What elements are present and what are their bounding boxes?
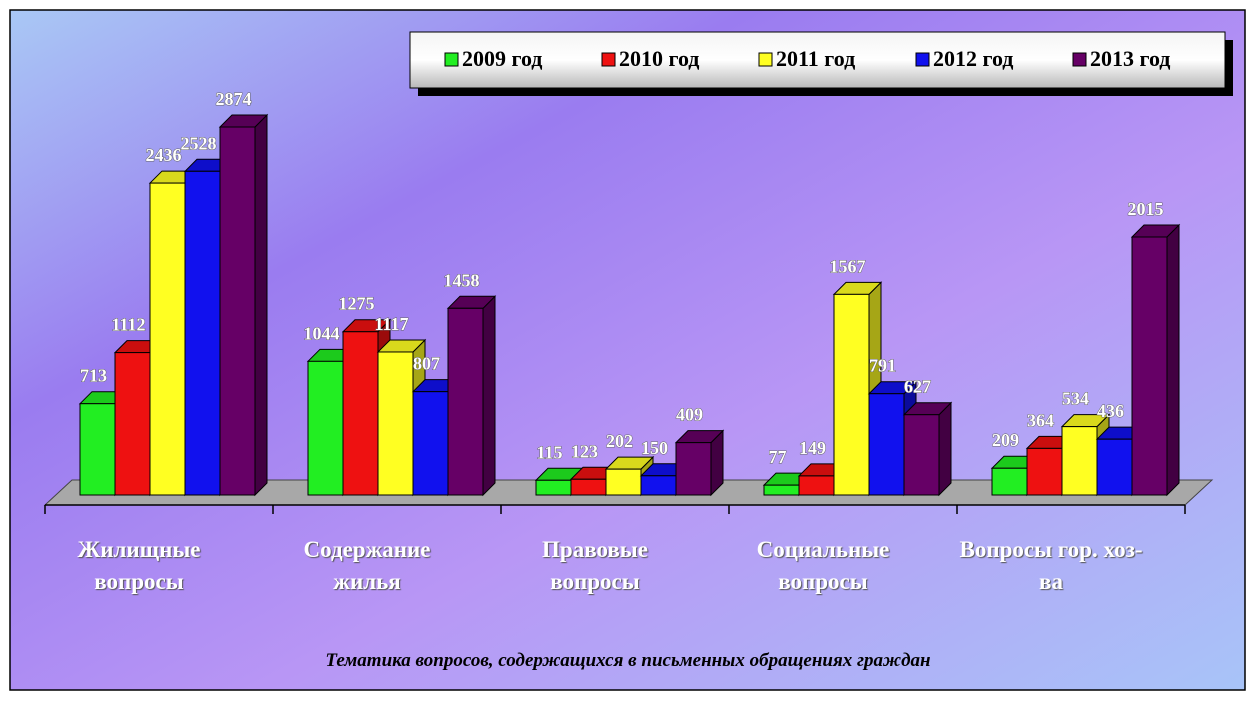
bar xyxy=(832,281,883,497)
value-label: 534 xyxy=(1062,389,1089,409)
value-label: 209 xyxy=(992,430,1019,450)
bar-top-shade xyxy=(378,339,425,352)
bar-top-shade xyxy=(834,282,881,295)
legend-swatch xyxy=(444,52,459,67)
value-label: 115 xyxy=(536,442,562,462)
bar-front xyxy=(1131,236,1168,496)
bar-front xyxy=(535,479,572,496)
bar-top-shade xyxy=(1132,224,1179,237)
bar-front xyxy=(149,182,186,496)
bar-top-shade xyxy=(869,381,916,394)
bar-front xyxy=(79,403,116,496)
value-label: 364 xyxy=(1027,410,1054,430)
bar-front xyxy=(1026,447,1063,496)
value-label: 2874 xyxy=(216,89,252,109)
value-label: 627 xyxy=(904,377,931,397)
value-label: 123 xyxy=(571,441,598,461)
bar-front xyxy=(763,484,800,496)
bar-front xyxy=(868,393,905,496)
legend-label: 2010 год xyxy=(619,46,699,71)
legend-swatch xyxy=(758,52,773,67)
legend-label: 2012 год xyxy=(933,46,1013,71)
bar-side-shade xyxy=(711,430,723,495)
bar-front xyxy=(903,414,940,496)
value-label: 1117 xyxy=(374,314,408,334)
legend-swatch xyxy=(915,52,930,67)
legend-swatch xyxy=(1072,52,1087,67)
bar-front xyxy=(605,468,642,496)
legend-label: 2011 год xyxy=(776,46,855,71)
bar-front xyxy=(114,352,151,496)
value-label: 2436 xyxy=(146,145,182,165)
bar-top-shade xyxy=(343,319,390,332)
x-tick-label: Правовые вопросы xyxy=(542,537,648,594)
value-label: 202 xyxy=(606,431,633,451)
bar-top-shade xyxy=(220,115,267,127)
value-label: 409 xyxy=(676,405,703,425)
value-label: 1044 xyxy=(304,323,340,343)
bar-front xyxy=(184,170,221,496)
legend-box xyxy=(409,31,1226,89)
value-label: 77 xyxy=(769,447,787,467)
bar-front xyxy=(991,467,1028,496)
value-label: 791 xyxy=(869,356,896,376)
x-tick-label: Вопросы гор. хоз-ва xyxy=(959,537,1143,594)
bar xyxy=(902,401,953,497)
bar-front xyxy=(570,478,607,496)
bar-top-shade xyxy=(448,296,495,309)
bar-front xyxy=(377,351,414,496)
bar-front xyxy=(833,293,870,496)
bar-side-shade xyxy=(255,115,267,495)
value-label: 1458 xyxy=(444,270,480,290)
bar xyxy=(218,113,269,497)
x-tick-label: Социальные вопросы xyxy=(756,537,890,594)
value-label: 149 xyxy=(799,438,826,458)
value-label: 150 xyxy=(641,438,668,458)
x-tick-label: Жилищные вопросы xyxy=(77,537,201,594)
value-label: 2528 xyxy=(181,133,217,153)
value-label: 1112 xyxy=(111,315,145,335)
chart-title: Тематика вопросов, содержащихся в письме… xyxy=(325,650,931,671)
value-label: 436 xyxy=(1097,401,1124,421)
bar-top-shade xyxy=(1062,414,1109,427)
bar xyxy=(674,429,725,497)
bar-front xyxy=(447,307,484,496)
legend-swatch xyxy=(601,52,616,67)
bar-front xyxy=(675,442,712,496)
bar xyxy=(1130,223,1181,497)
bar-front xyxy=(219,126,256,496)
bar-top-shade xyxy=(606,457,653,470)
x-tick-label: Содержание жилья xyxy=(303,537,431,594)
bar-side-shade xyxy=(939,402,951,495)
bar-top-shade xyxy=(536,468,583,481)
value-label: 713 xyxy=(80,366,107,386)
bar-side-shade xyxy=(1167,224,1179,495)
bar-front xyxy=(640,475,677,496)
value-label: 1567 xyxy=(830,256,866,276)
legend-label: 2009 год xyxy=(462,46,542,71)
bar-front xyxy=(307,360,344,496)
bar-front xyxy=(1096,438,1133,496)
value-label: 2015 xyxy=(1128,199,1164,219)
bar-top-shade xyxy=(676,430,723,443)
bar-side-shade xyxy=(483,296,495,495)
bar-front xyxy=(1061,426,1098,496)
value-label: 1275 xyxy=(339,294,375,314)
legend-label: 2013 год xyxy=(1090,46,1170,71)
bar-top-shade xyxy=(904,402,951,415)
bar xyxy=(446,295,497,497)
bar-front xyxy=(342,331,379,496)
bar-front xyxy=(798,475,835,496)
bar-front xyxy=(412,391,449,496)
value-label: 807 xyxy=(413,354,440,374)
